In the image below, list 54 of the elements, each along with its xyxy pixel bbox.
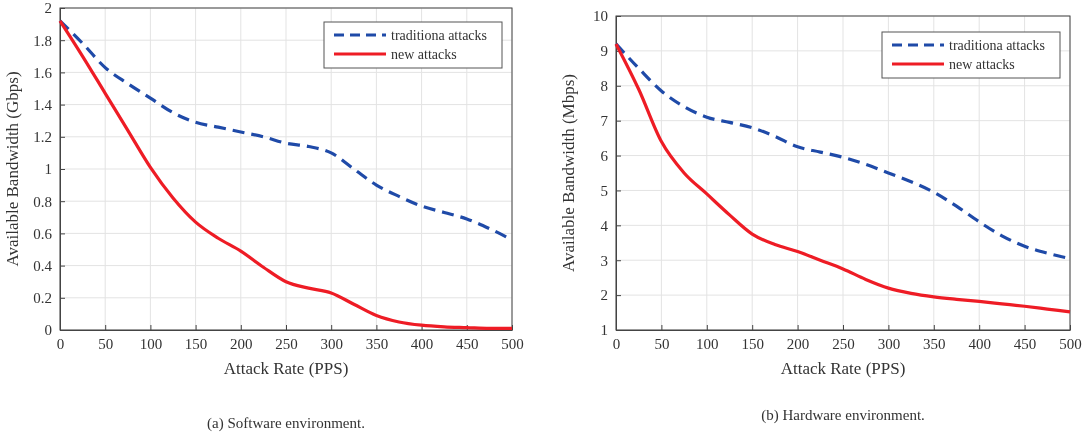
x-axis-title: Attack Rate (PPS) bbox=[223, 359, 349, 378]
x-tick-label: 450 bbox=[456, 335, 479, 352]
y-tick-label: 1.8 bbox=[33, 32, 52, 49]
text: (a) Software environment. bbox=[207, 415, 365, 432]
x-tick-label: 150 bbox=[184, 335, 208, 352]
y-tick-label: 2 bbox=[44, 0, 52, 17]
y-tick-label: 1.2 bbox=[33, 129, 52, 146]
x-tick-label: 250 bbox=[832, 335, 855, 352]
text: (b) Hardware environment. bbox=[761, 407, 925, 424]
line-series bbox=[614, 42, 1072, 314]
y-tick-label: 1 bbox=[600, 322, 608, 339]
legend-label: traditiona attacks bbox=[391, 28, 488, 43]
y-tick-label: 9 bbox=[600, 43, 608, 60]
x-tick-label: 350 bbox=[365, 335, 389, 352]
y-tick-label: 0.8 bbox=[33, 193, 52, 210]
x-tick-label: 400 bbox=[968, 335, 991, 352]
y-tick-label: 7 bbox=[600, 112, 609, 129]
y-tick-label: 0.2 bbox=[33, 290, 52, 307]
y-tick-label: 6 bbox=[600, 147, 609, 164]
x-axis-title: Attack Rate (PPS) bbox=[780, 359, 906, 378]
y-tick-label: 0.6 bbox=[33, 225, 53, 242]
x-tick-label: 350 bbox=[923, 335, 946, 352]
x-tick-label: 0 bbox=[56, 335, 65, 352]
x-tick-label: 250 bbox=[275, 335, 298, 352]
x-tick-label: 100 bbox=[696, 335, 719, 352]
legend-label: traditiona attacks bbox=[949, 38, 1046, 53]
x-tick-label: 300 bbox=[877, 335, 901, 352]
x-tick-label: 200 bbox=[786, 335, 810, 352]
y-tick-label: 2 bbox=[600, 287, 608, 304]
y-tick-label: 1.4 bbox=[33, 96, 53, 113]
x-tick-label: 0 bbox=[612, 335, 621, 352]
x-tick-label: 50 bbox=[654, 335, 670, 352]
y-tick-label: 10 bbox=[593, 8, 608, 25]
x-tick-label: 500 bbox=[1059, 335, 1082, 352]
legend-label: new attacks bbox=[391, 47, 457, 62]
y-tick-label: 4 bbox=[600, 217, 609, 234]
x-tick-label: 400 bbox=[410, 335, 434, 352]
x-tick-label: 200 bbox=[230, 335, 253, 352]
y-axis-title: Available Bandwidth (Mbps) bbox=[559, 74, 578, 272]
y-tick-label: 0.4 bbox=[33, 257, 53, 274]
x-tick-label: 300 bbox=[320, 335, 343, 352]
y-tick-label: 3 bbox=[600, 252, 608, 269]
y-tick-label: 1 bbox=[44, 161, 52, 178]
y-tick-label: 8 bbox=[600, 78, 608, 95]
x-tick-label: 450 bbox=[1013, 335, 1037, 352]
y-tick-label: 0 bbox=[44, 322, 52, 339]
x-tick-label: 50 bbox=[98, 335, 114, 352]
y-axis-title: Available Bandwidth (Gbps) bbox=[3, 71, 22, 267]
y-tick-label: 1.6 bbox=[33, 64, 53, 81]
legend-label: new attacks bbox=[949, 57, 1015, 72]
y-tick-label: 5 bbox=[600, 182, 608, 199]
x-tick-label: 100 bbox=[139, 335, 163, 352]
x-tick-label: 500 bbox=[501, 335, 524, 352]
x-tick-label: 150 bbox=[741, 335, 764, 352]
